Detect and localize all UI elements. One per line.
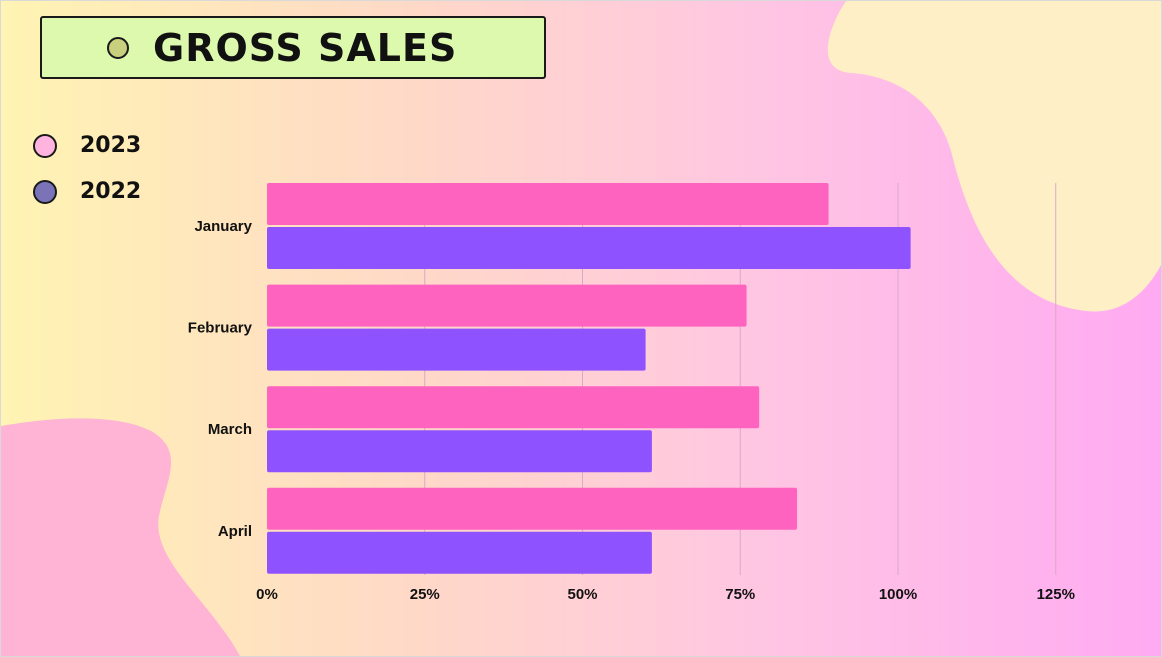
category-label-february: February (188, 320, 253, 337)
bar-february-2022 (267, 328, 646, 371)
title-box: GROSS SALES (40, 16, 546, 79)
x-tick-label-3: 75% (725, 586, 755, 603)
x-tick-label-4: 100% (879, 586, 917, 603)
category-label-january: January (194, 218, 252, 235)
bar-april-2022 (267, 531, 652, 574)
title-bullet-icon (107, 37, 129, 59)
x-tick-label-1: 25% (410, 586, 440, 603)
top-right-cream-blob (827, 1, 1161, 312)
bar-march-2022 (267, 430, 652, 473)
bottom-left-pink-blob (1, 418, 240, 656)
legend-label-2022: 2022 (80, 179, 142, 204)
chart-title: GROSS SALES (153, 26, 458, 70)
category-label-march: March (208, 421, 252, 438)
category-label-april: April (218, 523, 252, 540)
bar-march-2023 (267, 386, 760, 429)
x-tick-label-5: 125% (1037, 586, 1075, 603)
bar-january-2023 (267, 183, 829, 225)
legend-swatch-2022-icon (33, 180, 57, 204)
x-tick-label-0: 0% (256, 586, 278, 603)
bar-january-2022 (267, 227, 911, 269)
x-tick-label-2: 50% (567, 586, 597, 603)
bar-april-2023 (267, 487, 798, 530)
legend-label-2023: 2023 (80, 133, 142, 158)
bar-february-2023 (267, 284, 747, 327)
legend-swatch-2023-icon (33, 134, 57, 158)
